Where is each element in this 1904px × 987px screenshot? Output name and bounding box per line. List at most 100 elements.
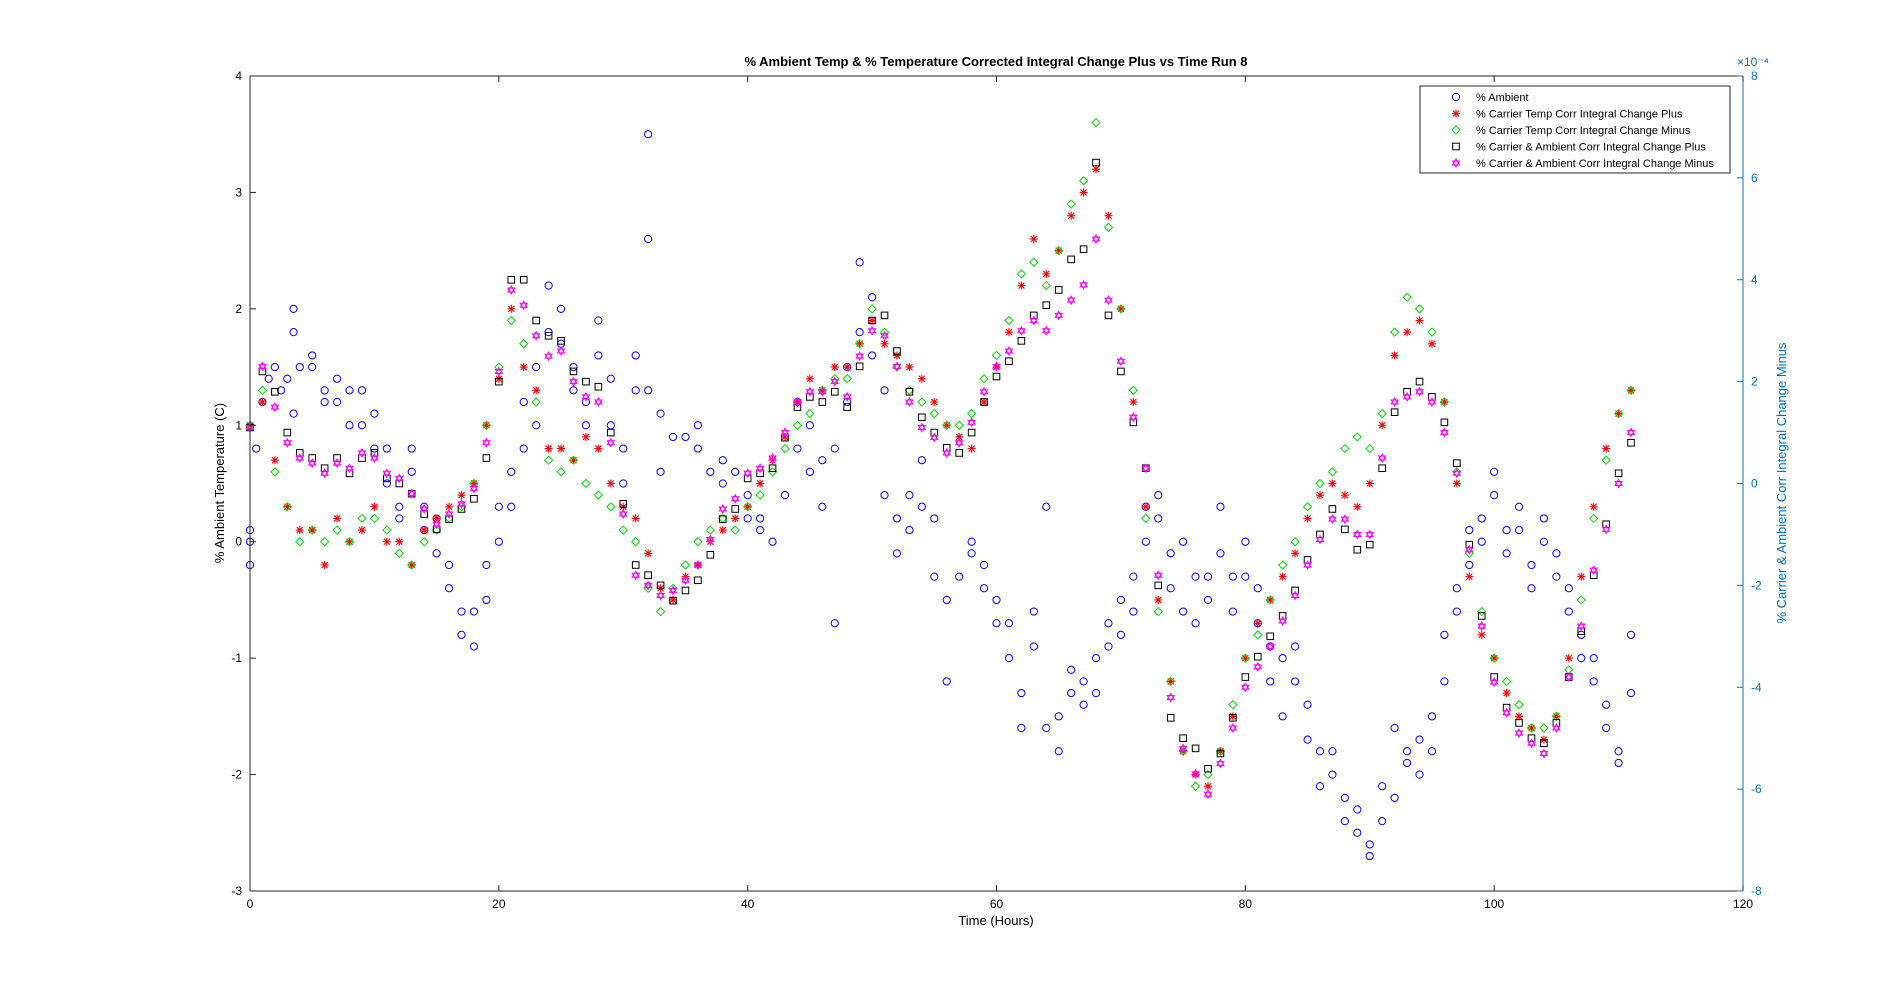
data-point bbox=[855, 351, 864, 362]
data-point bbox=[967, 417, 976, 428]
data-point bbox=[1203, 789, 1213, 800]
data-point bbox=[1129, 398, 1138, 406]
data-point bbox=[1253, 584, 1262, 593]
data-point bbox=[1365, 529, 1375, 540]
data-point bbox=[1004, 346, 1014, 357]
data-point bbox=[320, 386, 329, 395]
data-point bbox=[295, 537, 305, 547]
data-point bbox=[1278, 712, 1287, 721]
data-point bbox=[1266, 677, 1275, 686]
data-point bbox=[1229, 714, 1237, 722]
data-point bbox=[1129, 412, 1138, 423]
data-point bbox=[295, 453, 305, 464]
data-point bbox=[743, 468, 752, 479]
data-point bbox=[1576, 595, 1586, 605]
data-point bbox=[706, 551, 715, 559]
data-point bbox=[843, 403, 852, 411]
data-point bbox=[1179, 537, 1188, 546]
data-point bbox=[1191, 768, 1200, 779]
data-point bbox=[457, 630, 466, 639]
data-point bbox=[1427, 712, 1437, 721]
data-point bbox=[1589, 565, 1599, 576]
data-point bbox=[880, 386, 889, 395]
data-point bbox=[457, 607, 466, 616]
data-point bbox=[1029, 315, 1039, 326]
data-point bbox=[867, 304, 877, 314]
data-point bbox=[582, 377, 590, 386]
data-point bbox=[1452, 607, 1461, 616]
data-point bbox=[1017, 281, 1026, 290]
data-point bbox=[756, 514, 765, 523]
data-point bbox=[1465, 572, 1474, 581]
data-point bbox=[1166, 677, 1175, 686]
data-point bbox=[917, 502, 926, 511]
data-point bbox=[1241, 537, 1250, 546]
data-point bbox=[1054, 246, 1063, 255]
data-point bbox=[482, 421, 491, 430]
data-point bbox=[345, 386, 354, 395]
data-point bbox=[917, 422, 927, 433]
data-point bbox=[992, 595, 1001, 605]
data-point bbox=[1228, 572, 1237, 581]
data-point bbox=[1203, 769, 1213, 780]
data-point bbox=[793, 397, 802, 407]
data-point bbox=[1128, 385, 1139, 396]
data-point bbox=[506, 284, 516, 295]
data-point bbox=[830, 444, 839, 453]
data-point bbox=[644, 130, 653, 139]
data-point bbox=[1004, 619, 1014, 628]
data-point bbox=[1129, 607, 1138, 616]
data-point bbox=[1539, 723, 1549, 733]
data-point bbox=[942, 677, 951, 686]
data-point bbox=[395, 514, 404, 523]
data-layer bbox=[245, 117, 1636, 861]
data-point bbox=[755, 490, 765, 500]
data-point bbox=[1241, 572, 1250, 581]
data-point bbox=[930, 398, 939, 406]
data-point bbox=[1029, 607, 1038, 616]
data-point bbox=[918, 413, 926, 422]
data-point bbox=[1377, 408, 1387, 419]
data-point bbox=[706, 534, 715, 545]
data-point bbox=[283, 428, 292, 437]
x-tick-label: 40 bbox=[741, 897, 755, 911]
series-hexagram bbox=[245, 234, 1636, 800]
data-point bbox=[868, 316, 876, 325]
legend-label: % Ambient bbox=[1476, 92, 1529, 104]
data-point bbox=[905, 388, 914, 396]
data-point bbox=[1092, 165, 1101, 174]
data-point bbox=[1079, 188, 1088, 197]
y-tick-label-right: -8 bbox=[1751, 884, 1762, 898]
data-point bbox=[1315, 782, 1325, 791]
data-point bbox=[855, 328, 864, 337]
data-point bbox=[1452, 467, 1462, 477]
data-point bbox=[880, 330, 889, 341]
data-point bbox=[1266, 595, 1275, 604]
right-axis-exponent: ×10⁻⁴ bbox=[1737, 55, 1769, 69]
data-point bbox=[1514, 700, 1524, 710]
data-point bbox=[1154, 491, 1163, 500]
data-point bbox=[805, 408, 815, 419]
data-point bbox=[718, 456, 727, 465]
data-point bbox=[1191, 744, 1200, 753]
data-point bbox=[1440, 418, 1449, 427]
data-point bbox=[1315, 478, 1325, 489]
data-point bbox=[1627, 438, 1635, 447]
data-point bbox=[1067, 665, 1076, 674]
data-point bbox=[1204, 782, 1213, 791]
data-point bbox=[730, 525, 740, 535]
data-point bbox=[283, 502, 292, 511]
data-point bbox=[531, 330, 541, 341]
data-point bbox=[606, 374, 615, 383]
data-point bbox=[544, 281, 553, 290]
data-point bbox=[1204, 764, 1212, 773]
data-point bbox=[469, 478, 479, 489]
data-point bbox=[308, 362, 317, 372]
data-point bbox=[494, 362, 504, 372]
data-point bbox=[1489, 677, 1499, 688]
data-point bbox=[1502, 689, 1511, 698]
data-point bbox=[1104, 619, 1113, 628]
data-point bbox=[1477, 612, 1486, 620]
data-point bbox=[619, 444, 628, 453]
data-point bbox=[681, 432, 690, 442]
